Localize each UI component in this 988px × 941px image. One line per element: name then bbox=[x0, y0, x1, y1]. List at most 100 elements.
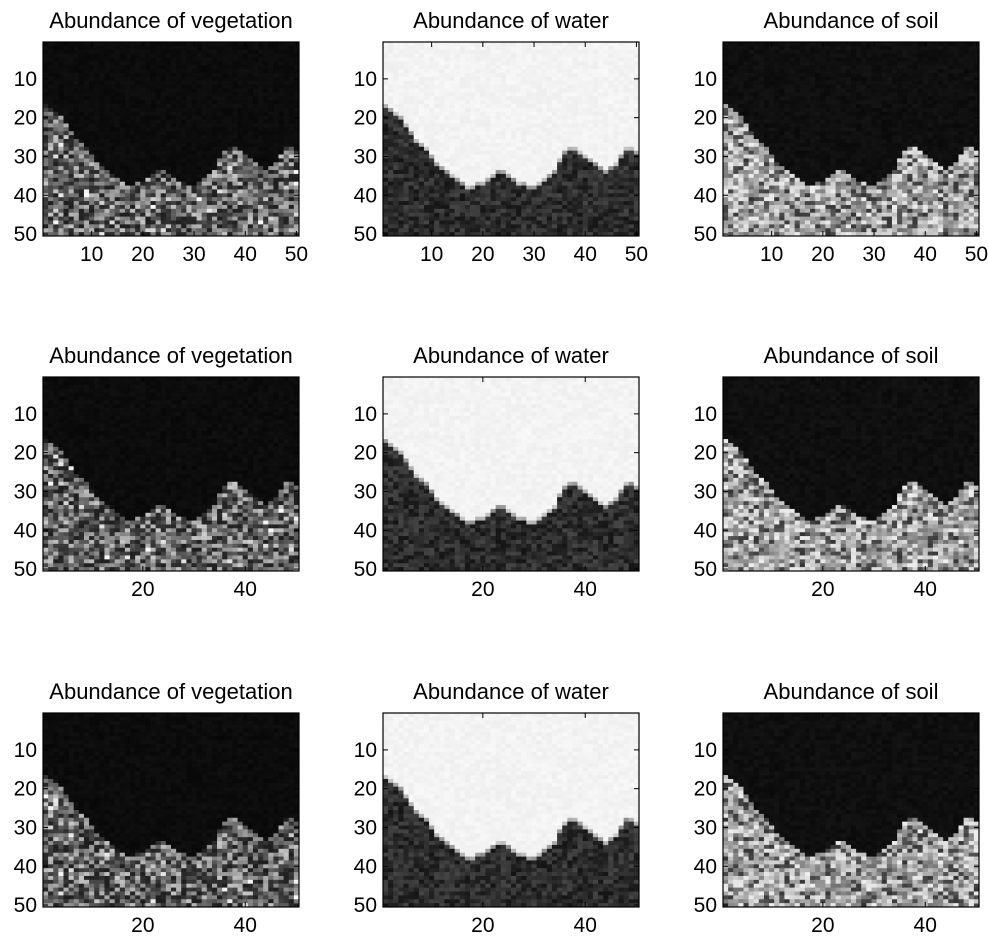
heatmap-cell bbox=[613, 205, 619, 209]
heatmap-cell bbox=[94, 81, 100, 85]
heatmap-cell bbox=[537, 77, 543, 81]
heatmap-cell bbox=[455, 217, 461, 221]
heatmap-cell bbox=[578, 131, 584, 135]
heatmap-cell bbox=[248, 217, 254, 221]
heatmap-cell bbox=[176, 178, 182, 182]
heatmap-cell bbox=[197, 151, 203, 155]
heatmap-cell bbox=[572, 58, 578, 62]
heatmap-cell bbox=[171, 81, 177, 85]
heatmap-cell bbox=[475, 224, 481, 228]
heatmap-cell bbox=[202, 127, 208, 131]
heatmap-cell bbox=[227, 155, 233, 159]
heatmap-cell bbox=[186, 201, 192, 205]
heatmap-cell bbox=[171, 155, 177, 159]
heatmap-cell bbox=[145, 213, 151, 217]
heatmap-cell bbox=[583, 213, 589, 217]
heatmap-cell bbox=[398, 65, 404, 69]
heatmap-cell bbox=[475, 96, 481, 100]
heatmap-cell bbox=[248, 182, 254, 186]
heatmap-cell bbox=[48, 158, 54, 162]
heatmap-cell bbox=[48, 131, 54, 135]
heatmap-cell bbox=[161, 158, 167, 162]
x-tick-label: 50 bbox=[285, 243, 308, 266]
heatmap-cell bbox=[181, 77, 187, 81]
heatmap-cell bbox=[624, 193, 630, 197]
heatmap-cell bbox=[619, 54, 625, 58]
heatmap-cell bbox=[531, 92, 537, 96]
heatmap-cell bbox=[284, 201, 290, 205]
heatmap-cell bbox=[263, 96, 269, 100]
heatmap-cell bbox=[516, 58, 522, 62]
heatmap-cell bbox=[496, 61, 502, 65]
heatmap-cell bbox=[125, 54, 131, 58]
heatmap-cell bbox=[608, 123, 614, 127]
heatmap-cell bbox=[414, 135, 420, 139]
heatmap-cell bbox=[439, 205, 445, 209]
heatmap-cell bbox=[79, 77, 85, 81]
heatmap-cell bbox=[485, 81, 491, 85]
heatmap-cell bbox=[53, 189, 59, 193]
heatmap-cell bbox=[434, 178, 440, 182]
heatmap-cell bbox=[207, 116, 213, 120]
heatmap-cell bbox=[263, 108, 269, 112]
heatmap-cell bbox=[572, 213, 578, 217]
heatmap-cell bbox=[104, 123, 110, 127]
heatmap-cell bbox=[491, 205, 497, 209]
heatmap-cell bbox=[58, 166, 64, 170]
heatmap-cell bbox=[48, 81, 54, 85]
heatmap-cell bbox=[104, 135, 110, 139]
heatmap-cell bbox=[94, 123, 100, 127]
heatmap-cell bbox=[542, 73, 548, 77]
heatmap-cell bbox=[69, 151, 75, 155]
heatmap-cell bbox=[253, 85, 259, 89]
heatmap-cell bbox=[243, 224, 249, 228]
heatmap-cell bbox=[572, 123, 578, 127]
heatmap-cell bbox=[171, 158, 177, 162]
heatmap-cell bbox=[465, 54, 471, 58]
heatmap-cell bbox=[619, 65, 625, 69]
heatmap-cell bbox=[629, 81, 635, 85]
heatmap-cell bbox=[547, 166, 553, 170]
heatmap-cell bbox=[557, 77, 563, 81]
heatmap-cell bbox=[414, 42, 420, 46]
heatmap-cell bbox=[222, 112, 228, 116]
heatmap-cell bbox=[491, 155, 497, 159]
heatmap-cell bbox=[450, 89, 456, 93]
heatmap-cell bbox=[414, 170, 420, 174]
heatmap-cell bbox=[542, 54, 548, 58]
heatmap-cell bbox=[419, 46, 425, 50]
heatmap-cell bbox=[279, 123, 285, 127]
heatmap-cell bbox=[186, 92, 192, 96]
heatmap-cell bbox=[43, 174, 49, 178]
heatmap-cell bbox=[506, 178, 512, 182]
heatmap-cell bbox=[212, 170, 218, 174]
heatmap-cell bbox=[63, 224, 69, 228]
heatmap-cell bbox=[48, 228, 54, 232]
heatmap-cell bbox=[562, 186, 568, 190]
heatmap-cell bbox=[624, 220, 630, 224]
heatmap-cell bbox=[289, 96, 295, 100]
heatmap-cell bbox=[552, 147, 558, 151]
heatmap-cell bbox=[212, 139, 218, 143]
heatmap-cell bbox=[176, 139, 182, 143]
heatmap-cell bbox=[69, 139, 75, 143]
heatmap-cell bbox=[273, 205, 279, 209]
heatmap-cell bbox=[140, 178, 146, 182]
heatmap-cell bbox=[135, 58, 141, 62]
heatmap-cell bbox=[526, 123, 532, 127]
heatmap-cell bbox=[537, 104, 543, 108]
heatmap-cell bbox=[222, 100, 228, 104]
heatmap-cell bbox=[572, 189, 578, 193]
y-tick-label: 30 bbox=[14, 145, 37, 168]
heatmap-cell bbox=[526, 58, 532, 62]
heatmap-cell bbox=[156, 50, 162, 54]
heatmap-cell bbox=[263, 112, 269, 116]
heatmap-cell bbox=[166, 197, 172, 201]
heatmap-cell bbox=[578, 46, 584, 50]
heatmap-cell bbox=[572, 178, 578, 182]
heatmap-cell bbox=[284, 193, 290, 197]
heatmap-cell bbox=[603, 108, 609, 112]
heatmap-cell bbox=[238, 147, 244, 151]
heatmap-cell bbox=[84, 73, 90, 77]
heatmap-cell bbox=[475, 81, 481, 85]
